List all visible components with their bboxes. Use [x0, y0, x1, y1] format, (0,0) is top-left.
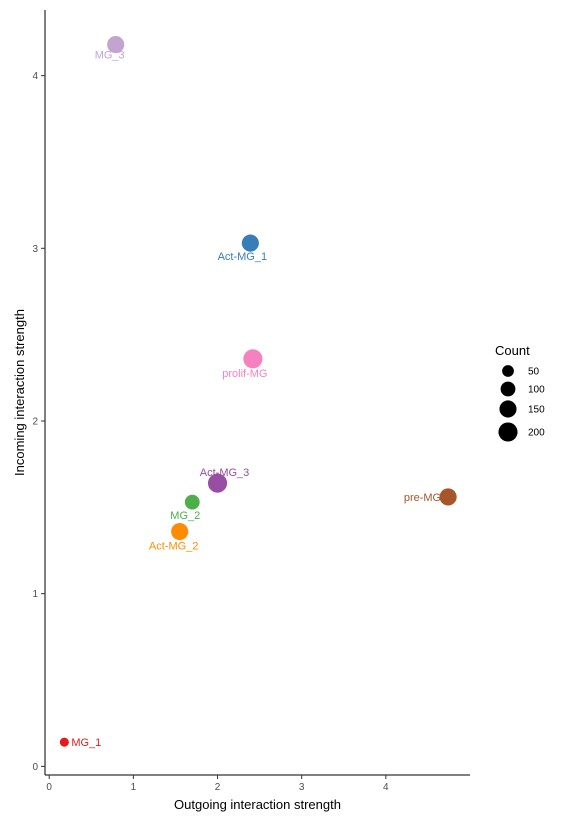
legend-key [498, 422, 518, 442]
x-tick-label: 1 [131, 782, 137, 793]
y-tick-label: 0 [32, 762, 38, 773]
data-point [59, 737, 69, 747]
point-label: MG_2 [170, 510, 200, 522]
legend-key [499, 400, 517, 418]
data-point [184, 494, 200, 510]
y-tick-label: 1 [32, 589, 38, 600]
legend-title: Count [495, 343, 530, 358]
data-points [59, 35, 457, 747]
point-label: MG_3 [95, 50, 125, 62]
point-label: MG_1 [71, 737, 101, 749]
legend-label: 100 [528, 385, 545, 396]
x-tick-label: 4 [383, 782, 389, 793]
legend-label: 150 [528, 405, 545, 416]
y-tick-label: 2 [32, 416, 38, 427]
legend-label: 200 [528, 428, 545, 439]
y-tick-label: 4 [32, 71, 38, 82]
data-point [241, 234, 259, 252]
data-point [171, 522, 189, 541]
point-label: prolif-MG [222, 368, 267, 380]
point-label: pre-MG [404, 492, 441, 504]
legend-label: 50 [528, 367, 540, 378]
y-axis-title: Incoming interaction strength [12, 309, 27, 476]
data-point [207, 473, 228, 493]
x-tick-label: 0 [46, 782, 52, 793]
data-point [107, 35, 125, 54]
data-point [243, 349, 263, 369]
x-axis-title: Outgoing interaction strength [174, 797, 341, 812]
legend-key [500, 381, 516, 397]
legend: Count 50 100 150 200 [495, 343, 545, 442]
x-tick-label: 3 [299, 782, 305, 793]
point-label: Act-MG_2 [149, 541, 199, 553]
y-tick-label: 3 [32, 244, 38, 255]
point-label: Act-MG_3 [200, 467, 250, 479]
x-tick-label: 2 [215, 782, 221, 793]
axes: 0 1 2 3 4 0 1 2 3 4 [32, 10, 470, 793]
data-point [439, 488, 457, 506]
point-labels: MG_3 Act-MG_1 prolif-MG Act-MG_3 pre-MG MG_2 A… [71, 50, 441, 750]
legend-key [502, 365, 514, 377]
point-label: Act-MG_1 [218, 251, 268, 263]
